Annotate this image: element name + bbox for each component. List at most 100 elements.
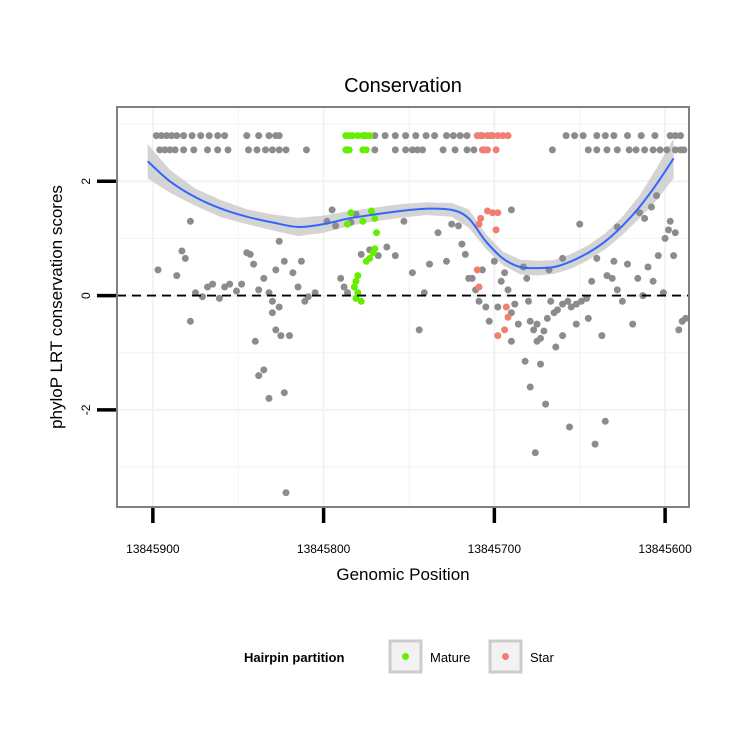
point-other — [624, 132, 631, 140]
point-other — [297, 257, 305, 265]
point-star — [502, 303, 510, 311]
point-other — [198, 293, 206, 301]
point-other — [526, 383, 534, 391]
point-mature — [367, 207, 375, 215]
point-other — [584, 314, 592, 322]
point-other — [180, 132, 188, 140]
point-other — [262, 146, 269, 154]
point-star — [473, 266, 481, 274]
point-other — [391, 146, 399, 154]
point-other — [304, 293, 312, 301]
point-other — [636, 209, 643, 217]
point-other — [680, 146, 688, 154]
point-star — [492, 146, 500, 154]
point-mature — [366, 132, 374, 140]
point-other — [583, 294, 591, 302]
point-other — [260, 274, 268, 282]
x-tick-label: 13845800 — [297, 542, 351, 556]
point-other — [490, 257, 498, 265]
point-star — [475, 283, 483, 291]
point-other — [533, 320, 541, 328]
point-other — [482, 303, 490, 311]
point-other — [666, 132, 674, 140]
point-other — [485, 317, 493, 325]
point-other — [548, 146, 556, 154]
point-other — [255, 286, 263, 294]
point-star — [473, 132, 481, 140]
point-other — [173, 132, 181, 140]
point-other — [572, 320, 580, 328]
point-other — [566, 423, 573, 431]
point-mature — [371, 214, 379, 222]
point-mature — [345, 146, 353, 154]
point-mature — [344, 220, 351, 228]
point-star — [492, 226, 500, 234]
point-other — [181, 254, 189, 262]
point-other — [661, 234, 669, 242]
point-other — [260, 366, 268, 374]
point-star — [504, 132, 512, 140]
legend-mature-dot — [402, 653, 409, 660]
point-other — [337, 274, 345, 282]
point-other — [542, 400, 550, 408]
point-mature — [350, 283, 358, 291]
point-other — [537, 334, 544, 342]
point-other — [275, 303, 283, 311]
x-tick-label: 13845600 — [638, 542, 692, 556]
point-other — [507, 337, 515, 345]
point-other — [644, 263, 652, 271]
point-other — [470, 146, 478, 154]
point-other — [154, 266, 162, 274]
point-other — [610, 257, 618, 265]
point-other — [682, 314, 690, 322]
point-other — [504, 286, 512, 294]
point-other — [593, 132, 601, 140]
point-other — [593, 146, 601, 154]
point-other — [434, 229, 442, 237]
point-other — [152, 132, 160, 140]
point-other — [402, 146, 410, 154]
point-other — [180, 146, 188, 154]
point-mature — [369, 249, 377, 257]
point-mature — [373, 229, 380, 237]
point-star — [494, 132, 502, 140]
point-other — [562, 132, 570, 140]
point-other — [422, 132, 430, 140]
point-other — [448, 220, 456, 228]
point-other — [439, 146, 447, 154]
point-mature — [354, 272, 362, 280]
point-other — [402, 132, 410, 140]
point-other — [420, 289, 428, 297]
point-mature — [347, 209, 355, 217]
point-other — [282, 146, 290, 154]
point-other — [663, 146, 671, 154]
point-other — [463, 146, 471, 154]
point-other — [443, 132, 450, 140]
point-other — [501, 269, 509, 277]
point-other — [494, 303, 502, 311]
point-other — [608, 274, 616, 282]
point-other — [280, 257, 288, 265]
point-other — [204, 146, 211, 154]
point-other — [654, 252, 662, 260]
point-other — [408, 269, 416, 277]
point-other — [224, 146, 232, 154]
legend-star-dot — [502, 653, 509, 660]
point-other — [456, 132, 464, 140]
point-other — [637, 132, 645, 140]
point-other — [571, 132, 579, 140]
point-other — [526, 317, 534, 325]
y-tick-label: 0 — [79, 292, 93, 299]
point-other — [383, 243, 391, 251]
point-other — [671, 132, 679, 140]
point-other — [591, 440, 599, 448]
point-star — [501, 326, 509, 334]
point-other — [601, 417, 609, 425]
point-other — [214, 132, 222, 140]
plot-area — [116, 106, 690, 508]
point-other — [613, 146, 621, 154]
point-other — [618, 297, 626, 305]
point-mature — [349, 132, 357, 140]
point-other — [243, 132, 251, 140]
point-other — [521, 357, 529, 365]
